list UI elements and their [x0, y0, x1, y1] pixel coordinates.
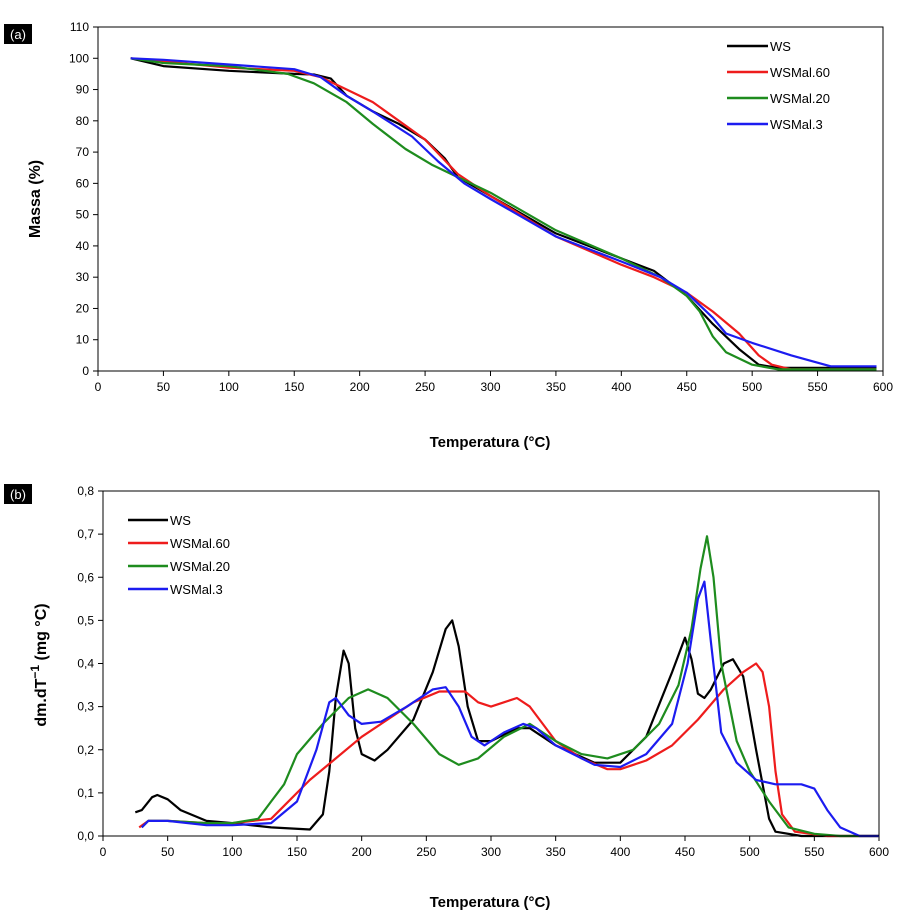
panel-a-legend-label: WSMal.3: [770, 117, 823, 132]
panel-b-xlabel: Temperatura (°C): [430, 894, 551, 911]
panel-a-ytick-label: 60: [76, 176, 90, 190]
panel-b-ticks: 0 50 100 150 200 250 300 350 400 450 500 550 600 0,0 0…: [77, 484, 889, 859]
panel-a-legend-label: WSMal.60: [770, 65, 830, 80]
panel-a-xtick-label: 400: [611, 380, 631, 394]
panel-b-xtick-label: 150: [287, 845, 307, 859]
panel-a-ytick-label: 70: [76, 145, 90, 159]
panel-b-ytick-label: 0,8: [77, 484, 94, 498]
panel-a-xtick-label: 300: [480, 380, 500, 394]
panel-a-series: [130, 57, 877, 371]
panel-b-xtick-label: 400: [610, 845, 630, 859]
panel-b-xtick-label: 600: [869, 845, 889, 859]
panel-b-legend: WS WSMal.60 WSMal.20 WSMal.3: [128, 513, 230, 597]
panel-b-series-ws-line: [134, 619, 879, 838]
panel-b-ylabel-sup: −1: [28, 665, 42, 679]
panel-a-ytick-label: 80: [76, 114, 90, 128]
panel-a-series-wsmal20-line: [130, 57, 877, 371]
panel-a-ytick-label: 110: [70, 20, 89, 34]
panel-b-ytick-label: 0,0: [77, 829, 94, 843]
panel-a-ytick-label: 30: [76, 270, 90, 284]
panel-a-ytick-label: 90: [76, 83, 90, 97]
panel-a-xtick-label: 250: [415, 380, 435, 394]
panel-a-legend-label: WSMal.20: [770, 91, 830, 106]
panel-a-xtick-label: 500: [742, 380, 762, 394]
panel-a-xtick-label: 450: [677, 380, 697, 394]
panel-a-series-wsmal60-line: [130, 57, 877, 371]
panel-a-xtick-label: 100: [219, 380, 239, 394]
panel-b-ytick-label: 0,7: [77, 527, 94, 541]
panel-b-frame: [102, 490, 880, 837]
panel-b-legend-label: WSMal.60: [170, 536, 230, 551]
panel-a-ytick-label: 100: [69, 51, 89, 65]
panel-a-ytick-label: 50: [76, 208, 90, 222]
panel-a-ytick-label: 40: [76, 239, 90, 253]
panel-a-xtick-label: 350: [546, 380, 566, 394]
panel-b-tag-bg: [4, 484, 32, 504]
panel-b-series-wsmal20-line: [141, 535, 879, 838]
panel-a-xtick-label: 150: [284, 380, 304, 394]
panel-b-tag: (b): [10, 487, 26, 502]
panel-a-legend-label: WS: [770, 39, 791, 54]
panel-b-series-wsmal60-line: [138, 662, 879, 838]
panel-a: (a) 0 50 100 150 200 250 300 350 400 450 500 550 600…: [4, 20, 893, 451]
panel-b-ytick-label: 0,4: [77, 657, 94, 671]
panel-b-ylabel-main: dm.dT: [33, 678, 50, 726]
panel-a-xlabel: Temperatura (°C): [430, 434, 551, 451]
panel-b-ylabel-unit: (mg °C): [33, 603, 50, 660]
panel-a-xtick-label: 600: [873, 380, 893, 394]
panel-a-xtick-label: 200: [350, 380, 370, 394]
panel-b-series: [134, 535, 879, 838]
panel-b-xtick-label: 550: [804, 845, 824, 859]
panel-a-xtick-label: 550: [808, 380, 828, 394]
panel-a-ticks: 0 50 100 150 200 250 300 350 400 450 500 550 600 0 10 2…: [69, 20, 893, 394]
panel-b-ytick-label: 0,2: [77, 743, 94, 757]
panel-b-ytick-label: 0,3: [77, 700, 94, 714]
panel-b-series-wsmal3-line: [141, 580, 879, 838]
panel-b-legend-label: WSMal.3: [170, 582, 223, 597]
panel-b-legend-label: WSMal.20: [170, 559, 230, 574]
panel-a-series-ws-line: [130, 57, 877, 369]
panel-b-xtick-label: 0: [100, 845, 107, 859]
panel-b-xtick-label: 300: [481, 845, 501, 859]
panel-b-xtick-label: 100: [222, 845, 242, 859]
panel-b-xtick-label: 200: [352, 845, 372, 859]
panel-a-legend: WS WSMal.60 WSMal.20 WSMal.3: [727, 39, 830, 132]
panel-a-xtick-label: 50: [157, 380, 171, 394]
panel-b-ytick-label: 0,1: [77, 786, 94, 800]
panel-b-ytick-label: 0,6: [77, 570, 94, 584]
panel-a-ytick-label: 20: [76, 301, 90, 315]
panel-a-tag-bg: [4, 24, 32, 44]
panel-b-xtick-label: 350: [546, 845, 566, 859]
panel-b-legend-label: WS: [170, 513, 191, 528]
panel-a-tag: (a): [10, 27, 26, 42]
panel-b-xtick-label: 250: [416, 845, 436, 859]
panel-b-ytick-label: 0,5: [77, 613, 94, 627]
panel-b-xtick-label: 450: [675, 845, 695, 859]
panel-b-ylabel: dm.dT−1 (mg °C): [28, 603, 50, 726]
panel-a-ytick-label: 0: [82, 364, 89, 378]
panel-b-xtick-label: 50: [161, 845, 175, 859]
panel-b-xtick-label: 500: [740, 845, 760, 859]
panel-a-ytick-label: 10: [76, 333, 90, 347]
panel-a-series-wsmal3-line: [130, 57, 877, 368]
panel-a-xtick-label: 0: [95, 380, 102, 394]
panel-a-ylabel: Massa (%): [27, 160, 44, 238]
panel-a-frame: [97, 26, 884, 372]
panel-b: (b) 0 50 100 150 200 250 300 350 400 450 500 550 600…: [4, 484, 889, 911]
